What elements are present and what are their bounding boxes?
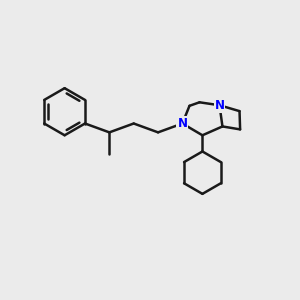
Text: N: N — [177, 117, 188, 130]
Text: N: N — [214, 99, 224, 112]
